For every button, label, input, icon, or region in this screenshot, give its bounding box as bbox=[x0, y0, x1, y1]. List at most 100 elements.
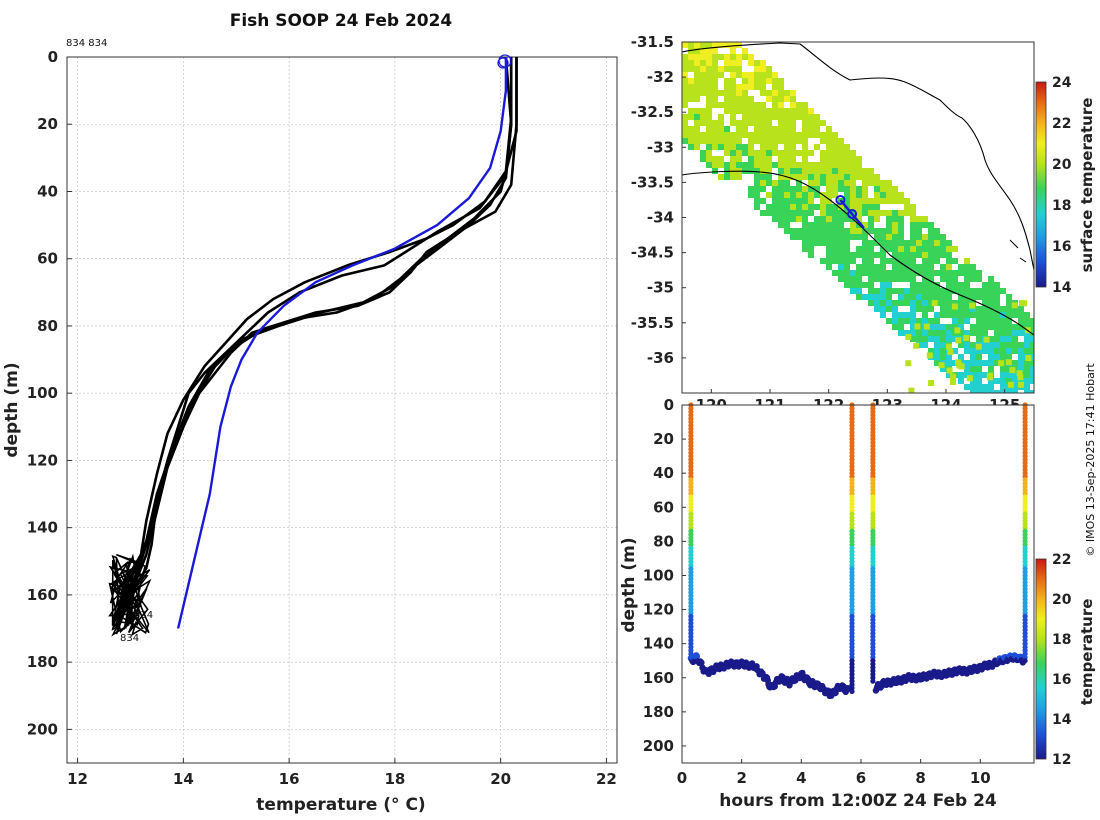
sst-cell bbox=[1000, 324, 1006, 330]
sst-cell bbox=[832, 204, 838, 210]
sst-cell bbox=[778, 114, 784, 120]
sst-cell bbox=[772, 186, 778, 192]
sst-cell bbox=[856, 174, 862, 180]
sst-cell bbox=[826, 168, 832, 174]
sst-cell bbox=[682, 66, 688, 72]
sst-cell bbox=[754, 156, 760, 162]
sst-cell bbox=[898, 270, 904, 276]
sst-cell bbox=[772, 102, 778, 108]
sst-cell bbox=[784, 120, 790, 126]
sst-cell bbox=[1000, 306, 1006, 312]
sst-cell bbox=[892, 258, 898, 264]
sst-cell bbox=[940, 288, 946, 294]
ts-x-ticks: 0 2 4 6 8 10 bbox=[677, 759, 991, 787]
sst-cell bbox=[940, 294, 946, 300]
profile-x-ticks: 12 14 16 18 20 22 bbox=[67, 770, 617, 788]
sst-cell bbox=[976, 306, 982, 312]
sst-cell bbox=[802, 156, 808, 162]
sst-cell bbox=[934, 360, 940, 366]
ts-y-tick-label: 160 bbox=[643, 669, 674, 687]
sst-cell bbox=[808, 192, 814, 198]
sst-cell bbox=[916, 228, 922, 234]
sst-cell bbox=[754, 114, 760, 120]
sst-cell bbox=[838, 222, 844, 228]
sst-cell bbox=[952, 360, 958, 366]
sst-cell bbox=[730, 72, 736, 78]
sst-cell bbox=[772, 108, 778, 114]
sst-cell bbox=[1024, 324, 1030, 330]
sst-cell bbox=[820, 258, 826, 264]
sst-cell bbox=[682, 126, 688, 132]
sst-cell bbox=[976, 318, 982, 324]
sst-cell bbox=[730, 90, 736, 96]
sst-cell bbox=[784, 210, 790, 216]
sst-cell bbox=[976, 390, 982, 393]
sst-cell bbox=[688, 126, 694, 132]
sst-cell bbox=[802, 126, 808, 132]
sst-cell bbox=[790, 150, 796, 156]
sst-cell bbox=[820, 240, 826, 246]
sst-cell bbox=[874, 276, 880, 282]
sst-cell bbox=[868, 198, 874, 204]
sst-cell bbox=[802, 174, 808, 180]
sst-cell bbox=[820, 132, 826, 138]
sst-cell bbox=[760, 78, 766, 84]
sst-cell bbox=[712, 144, 718, 150]
sst-cell bbox=[910, 246, 916, 252]
sst-cell bbox=[826, 222, 832, 228]
sst-cell bbox=[736, 84, 742, 90]
sst-cell bbox=[778, 168, 784, 174]
sst-cell bbox=[712, 60, 718, 66]
sst-cell bbox=[986, 374, 993, 381]
sst-cell bbox=[994, 330, 1000, 336]
sst-cell bbox=[760, 180, 766, 186]
sst-cell bbox=[946, 312, 952, 318]
sst-cell bbox=[913, 342, 920, 349]
sst-cell bbox=[694, 132, 700, 138]
temp-colorbar-tick: 14 bbox=[1052, 712, 1072, 728]
sst-cell bbox=[694, 144, 700, 150]
sst-cell bbox=[898, 246, 904, 252]
sst-cell bbox=[796, 210, 802, 216]
sst-cell bbox=[700, 54, 706, 60]
y-tick-label: 80 bbox=[37, 317, 58, 335]
profile-line bbox=[123, 57, 518, 623]
sst-cell bbox=[802, 150, 808, 156]
sst-cell bbox=[898, 216, 904, 222]
sst-cell bbox=[832, 258, 838, 264]
sst-cell bbox=[988, 342, 994, 348]
sst-cell bbox=[910, 270, 916, 276]
sst-cell bbox=[970, 354, 976, 360]
sst-cell bbox=[1012, 324, 1018, 330]
mean-profile-line bbox=[176, 57, 508, 629]
sst-cell bbox=[934, 240, 940, 246]
sst-cell bbox=[808, 186, 814, 192]
sst-cell bbox=[898, 294, 904, 300]
sst-cell bbox=[1012, 342, 1018, 348]
sst-cell bbox=[754, 120, 760, 126]
sst-cell bbox=[976, 372, 982, 378]
sst-cell bbox=[844, 192, 850, 198]
sst-cell bbox=[718, 162, 724, 168]
sst-cell bbox=[964, 300, 970, 306]
sst-cell bbox=[892, 192, 898, 198]
sst-cell bbox=[940, 348, 946, 354]
map-y-tick-label: -33.5 bbox=[631, 173, 674, 191]
watermark: © IMOS 13-Sep-2025 17:41 Hobart bbox=[1084, 363, 1097, 557]
sst-cell bbox=[844, 228, 850, 234]
profile-tangle bbox=[108, 553, 152, 637]
sst-cell bbox=[850, 150, 856, 156]
sst-cell bbox=[766, 192, 772, 198]
sst-cell bbox=[736, 54, 742, 60]
sst-cell bbox=[874, 300, 880, 306]
sst-cell bbox=[682, 78, 688, 84]
sst-cell bbox=[976, 312, 982, 318]
sst-cell bbox=[688, 78, 694, 84]
sst-cell bbox=[868, 210, 874, 216]
sst-cell bbox=[826, 204, 832, 210]
sst-cell bbox=[916, 288, 922, 294]
sst-cell bbox=[862, 294, 868, 300]
sst-cell bbox=[1006, 330, 1012, 336]
sst-cell bbox=[964, 258, 970, 264]
sst-cell bbox=[886, 234, 892, 240]
